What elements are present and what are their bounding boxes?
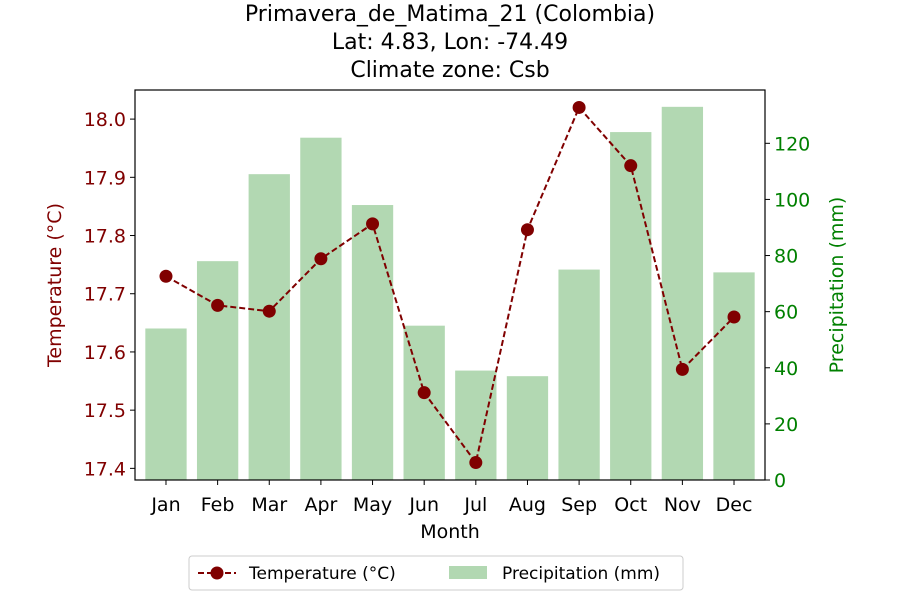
legend-temperature-marker bbox=[210, 566, 224, 580]
left-axis-ticks: 17.4 17.5 17.6 17.7 17.8 17.9 18.0 bbox=[84, 109, 135, 480]
precip-bar-may bbox=[351, 205, 394, 481]
left-axis-label: Temperature (°C) bbox=[44, 203, 66, 368]
left-tick-label: 17.5 bbox=[84, 400, 126, 422]
temp-point-jul bbox=[469, 456, 483, 470]
x-tick-label-may: May bbox=[353, 494, 392, 516]
legend: Temperature (°C) Precipitation (mm) bbox=[188, 555, 684, 591]
x-tick-label-oct: Oct bbox=[614, 494, 647, 516]
precipitation-bars bbox=[145, 106, 755, 481]
x-tick-label-feb: Feb bbox=[201, 494, 235, 516]
x-tick-label-sep: Sep bbox=[561, 494, 597, 516]
plot-frame bbox=[134, 89, 766, 481]
x-tick-label-aug: Aug bbox=[509, 494, 546, 516]
chart-title-line-1: Primavera_de_Matima_21 (Colombia) bbox=[245, 2, 655, 27]
left-tick-label: 18.0 bbox=[84, 109, 126, 131]
x-tick-label-nov: Nov bbox=[664, 494, 701, 516]
right-axis-ticks: 0 20 40 60 80 100 120 bbox=[765, 133, 810, 492]
temperature-line bbox=[159, 100, 741, 470]
temp-point-dec bbox=[727, 310, 741, 324]
chart-title-line-3: Climate zone: Csb bbox=[350, 58, 549, 83]
right-tick-label: 120 bbox=[774, 133, 810, 155]
precip-bar-sep bbox=[558, 269, 600, 480]
legend-precipitation-label: Precipitation (mm) bbox=[502, 564, 660, 584]
x-axis-ticks: Jan Feb Mar Apr May Jun Jul Aug Sep Oct Nov Dec bbox=[150, 480, 752, 516]
temp-point-jan bbox=[159, 269, 173, 283]
precip-bar-feb bbox=[196, 261, 239, 480]
precip-bar-oct bbox=[610, 132, 652, 480]
right-tick-label: 80 bbox=[774, 246, 798, 268]
precip-bar-mar bbox=[248, 174, 290, 480]
temp-point-may bbox=[366, 217, 380, 231]
chart-title-line-2: Lat: 4.83, Lon: -74.49 bbox=[332, 30, 568, 55]
legend-frame bbox=[188, 555, 684, 591]
legend-precipitation-swatch bbox=[449, 566, 487, 579]
left-tick-label: 17.9 bbox=[84, 167, 126, 189]
precip-bar-apr bbox=[300, 137, 342, 480]
right-tick-label: 0 bbox=[774, 470, 786, 492]
right-tick-label: 60 bbox=[774, 302, 798, 324]
temperature-series-line bbox=[165, 105, 735, 465]
left-tick-label: 17.4 bbox=[84, 458, 126, 480]
legend-temperature-label: Temperature (°C) bbox=[248, 564, 396, 584]
left-tick-label: 17.6 bbox=[84, 342, 126, 364]
right-tick-label: 40 bbox=[774, 358, 798, 380]
x-tick-label-dec: Dec bbox=[716, 494, 753, 516]
precip-bar-jan bbox=[145, 328, 187, 480]
temp-point-aug bbox=[520, 223, 534, 237]
right-axis-label: Precipitation (mm) bbox=[826, 197, 848, 374]
temp-point-feb bbox=[211, 298, 225, 312]
x-tick-label-jul: Jul bbox=[463, 494, 487, 516]
precip-bar-nov bbox=[661, 106, 704, 480]
left-tick-label: 17.8 bbox=[84, 226, 126, 248]
left-tick-label: 17.7 bbox=[84, 284, 126, 306]
right-tick-label: 100 bbox=[774, 189, 810, 211]
temp-point-sep bbox=[572, 100, 586, 114]
x-axis-label: Month bbox=[420, 521, 480, 543]
precip-bar-aug bbox=[506, 376, 549, 480]
temp-point-mar bbox=[262, 304, 276, 318]
right-tick-label: 20 bbox=[774, 414, 798, 436]
temp-point-oct bbox=[624, 159, 638, 173]
temp-point-jun bbox=[417, 386, 431, 400]
x-tick-label-apr: Apr bbox=[304, 494, 337, 516]
temp-point-nov bbox=[675, 362, 689, 376]
x-tick-label-mar: Mar bbox=[251, 494, 287, 516]
temp-point-apr bbox=[314, 252, 328, 266]
precip-bar-jun bbox=[403, 325, 445, 480]
x-tick-label-jan: Jan bbox=[150, 494, 180, 516]
precip-bar-dec bbox=[713, 272, 755, 480]
x-tick-label-jun: Jun bbox=[408, 494, 439, 516]
